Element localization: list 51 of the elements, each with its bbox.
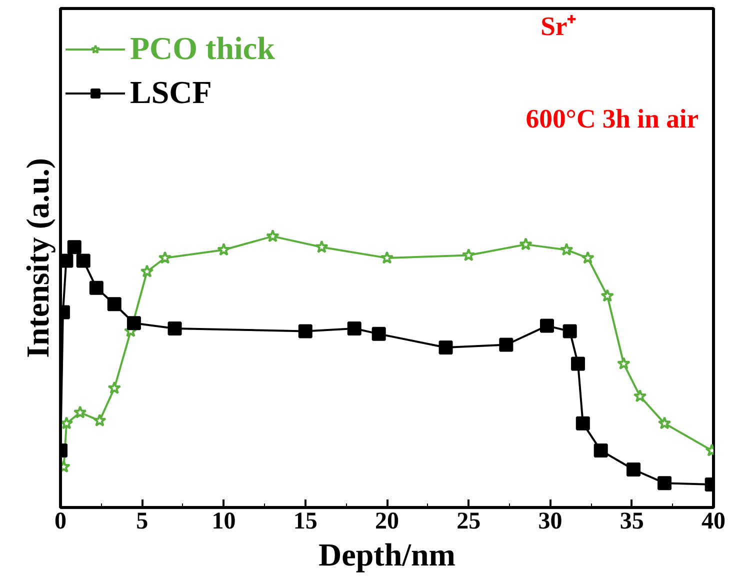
point [108, 381, 122, 394]
x-tick-label: 40 [702, 508, 726, 534]
point [126, 316, 141, 330]
text: Sr⁺ [540, 11, 576, 42]
x-tick-label: 25 [456, 508, 481, 534]
point [92, 414, 106, 427]
x-tick-label: 20 [375, 508, 399, 534]
point [168, 322, 182, 336]
point [73, 406, 87, 418]
point [140, 264, 154, 278]
point [540, 318, 554, 333]
x-tick-label: 5 [136, 508, 148, 534]
point [633, 389, 647, 402]
point [658, 476, 672, 490]
y-axis-title: Intensity (a.u.) [20, 158, 56, 358]
point [626, 462, 641, 477]
point [617, 356, 630, 370]
x-axis-title: Depth/nm [318, 536, 456, 572]
x-tick-label: 0 [54, 508, 66, 534]
point [217, 242, 230, 256]
point [600, 288, 614, 302]
point [158, 251, 172, 264]
point [107, 297, 122, 312]
point [594, 444, 608, 458]
point [89, 280, 104, 295]
point [314, 240, 328, 254]
point [581, 251, 595, 264]
x-tick-label: 15 [293, 508, 318, 534]
x-tick-label: 35 [620, 508, 644, 534]
point [347, 322, 362, 336]
point [438, 340, 453, 354]
x-tick-label: 30 [538, 508, 562, 534]
point [560, 242, 574, 256]
point [298, 324, 312, 338]
point [562, 324, 577, 338]
point [571, 356, 586, 371]
x-tick-label: 10 [212, 508, 236, 534]
point [499, 338, 514, 352]
point [76, 254, 90, 268]
point [372, 326, 386, 341]
point [519, 237, 532, 250]
point [576, 416, 590, 430]
point [67, 240, 82, 254]
point [60, 416, 74, 430]
legend-label: LSCF [130, 74, 212, 111]
point [380, 251, 394, 264]
point [658, 416, 672, 430]
point [462, 248, 476, 262]
legend-label: PCO thick [130, 30, 275, 67]
text: 600°C 3h in air [526, 103, 699, 134]
point [266, 229, 280, 242]
